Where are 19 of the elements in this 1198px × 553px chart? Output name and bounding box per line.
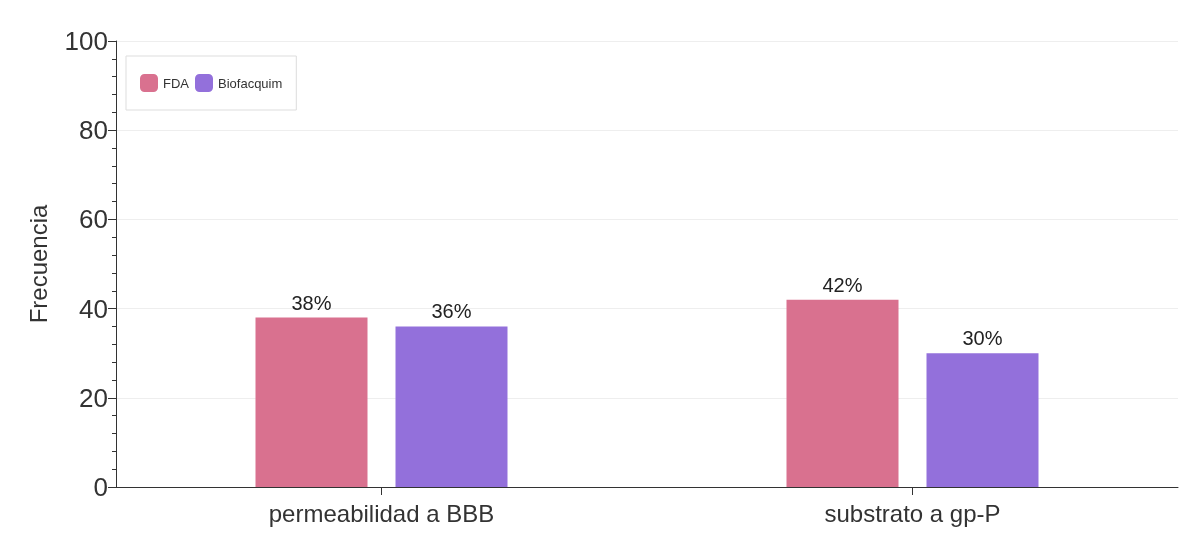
y-tick-label: 0 bbox=[93, 472, 108, 502]
y-axis-title: Frecuencia bbox=[24, 203, 52, 324]
data-label: 30% bbox=[962, 327, 1003, 350]
x-tick-label: permeabilidad a BBB bbox=[268, 499, 495, 527]
bar bbox=[926, 353, 1039, 487]
bar bbox=[786, 299, 899, 487]
x-tick-label: substrato a gp-P bbox=[824, 499, 1001, 527]
y-tick-label: 80 bbox=[79, 115, 108, 146]
data-label: 38% bbox=[291, 291, 332, 314]
data-label: 42% bbox=[822, 273, 863, 296]
data-label: 36% bbox=[431, 300, 472, 323]
y-tick-label: 100 bbox=[64, 26, 108, 56]
y-tick-label: 60 bbox=[79, 204, 108, 235]
bar bbox=[395, 326, 508, 487]
y-tick-label: 40 bbox=[79, 293, 108, 324]
y-tick-label: 20 bbox=[79, 382, 108, 413]
bar bbox=[255, 317, 368, 487]
legend-label: Biofacquim bbox=[218, 75, 283, 91]
legend-label: FDA bbox=[163, 75, 190, 91]
